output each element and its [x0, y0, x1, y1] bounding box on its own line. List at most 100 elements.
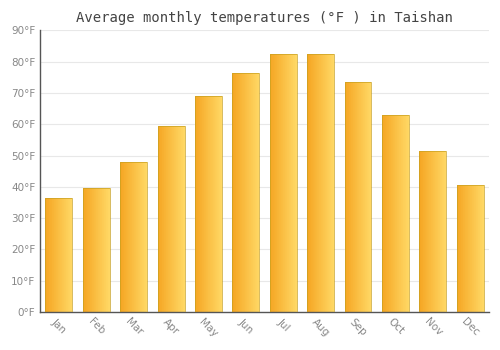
Bar	[59, 198, 60, 312]
Bar	[181, 126, 182, 312]
Bar	[180, 126, 181, 312]
Bar	[237, 73, 238, 312]
Bar	[126, 162, 127, 312]
Bar	[481, 185, 482, 312]
Bar	[479, 185, 480, 312]
Bar	[131, 162, 132, 312]
Bar	[438, 151, 439, 312]
Bar	[390, 115, 392, 312]
Bar	[178, 126, 179, 312]
Bar	[400, 115, 401, 312]
Bar	[179, 126, 180, 312]
Bar	[120, 162, 121, 312]
Bar	[282, 54, 283, 312]
Bar	[69, 198, 70, 312]
Bar	[473, 185, 474, 312]
Bar	[134, 162, 135, 312]
Bar	[206, 96, 207, 312]
Bar	[354, 82, 356, 312]
Bar	[140, 162, 141, 312]
Bar	[176, 126, 177, 312]
Bar	[93, 188, 94, 312]
Bar	[330, 54, 332, 312]
Bar	[278, 54, 279, 312]
Bar	[168, 126, 169, 312]
Bar	[210, 96, 211, 312]
Bar	[471, 185, 472, 312]
Bar	[476, 185, 477, 312]
Bar	[307, 54, 334, 312]
Bar	[382, 115, 409, 312]
Bar	[246, 73, 247, 312]
Bar	[220, 96, 222, 312]
Bar	[384, 115, 386, 312]
Bar	[426, 151, 428, 312]
Bar	[166, 126, 167, 312]
Bar	[434, 151, 435, 312]
Bar	[249, 73, 250, 312]
Bar	[215, 96, 216, 312]
Bar	[443, 151, 444, 312]
Bar	[99, 188, 100, 312]
Bar	[219, 96, 220, 312]
Bar	[46, 198, 72, 312]
Bar	[133, 162, 134, 312]
Bar	[275, 54, 276, 312]
Bar	[406, 115, 407, 312]
Bar	[232, 73, 233, 312]
Bar	[277, 54, 278, 312]
Bar	[368, 82, 369, 312]
Bar	[64, 198, 65, 312]
Bar	[47, 198, 48, 312]
Bar	[197, 96, 198, 312]
Bar	[105, 188, 106, 312]
Bar	[328, 54, 330, 312]
Bar	[326, 54, 328, 312]
Bar	[160, 126, 161, 312]
Bar	[382, 115, 384, 312]
Bar	[234, 73, 235, 312]
Bar	[320, 54, 322, 312]
Bar	[109, 188, 110, 312]
Bar	[284, 54, 286, 312]
Bar	[367, 82, 368, 312]
Bar	[165, 126, 166, 312]
Bar	[286, 54, 288, 312]
Bar	[477, 185, 478, 312]
Bar	[241, 73, 242, 312]
Bar	[273, 54, 274, 312]
Bar	[208, 96, 209, 312]
Bar	[422, 151, 424, 312]
Bar	[312, 54, 313, 312]
Bar	[407, 115, 408, 312]
Bar	[58, 198, 59, 312]
Bar	[91, 188, 92, 312]
Bar	[436, 151, 437, 312]
Bar	[98, 188, 99, 312]
Bar	[57, 198, 58, 312]
Bar	[213, 96, 214, 312]
Bar	[245, 73, 246, 312]
Bar	[53, 198, 54, 312]
Bar	[442, 151, 443, 312]
Bar	[239, 73, 240, 312]
Bar	[271, 54, 272, 312]
Bar	[199, 96, 200, 312]
Bar	[292, 54, 294, 312]
Bar	[388, 115, 390, 312]
Bar	[251, 73, 252, 312]
Bar	[238, 73, 239, 312]
Bar	[313, 54, 314, 312]
Bar	[360, 82, 362, 312]
Bar	[366, 82, 367, 312]
Bar	[125, 162, 126, 312]
Bar	[236, 73, 237, 312]
Bar	[164, 126, 165, 312]
Bar	[183, 126, 184, 312]
Bar	[122, 162, 123, 312]
Bar	[482, 185, 483, 312]
Bar	[294, 54, 296, 312]
Bar	[483, 185, 484, 312]
Bar	[120, 162, 147, 312]
Bar	[217, 96, 218, 312]
